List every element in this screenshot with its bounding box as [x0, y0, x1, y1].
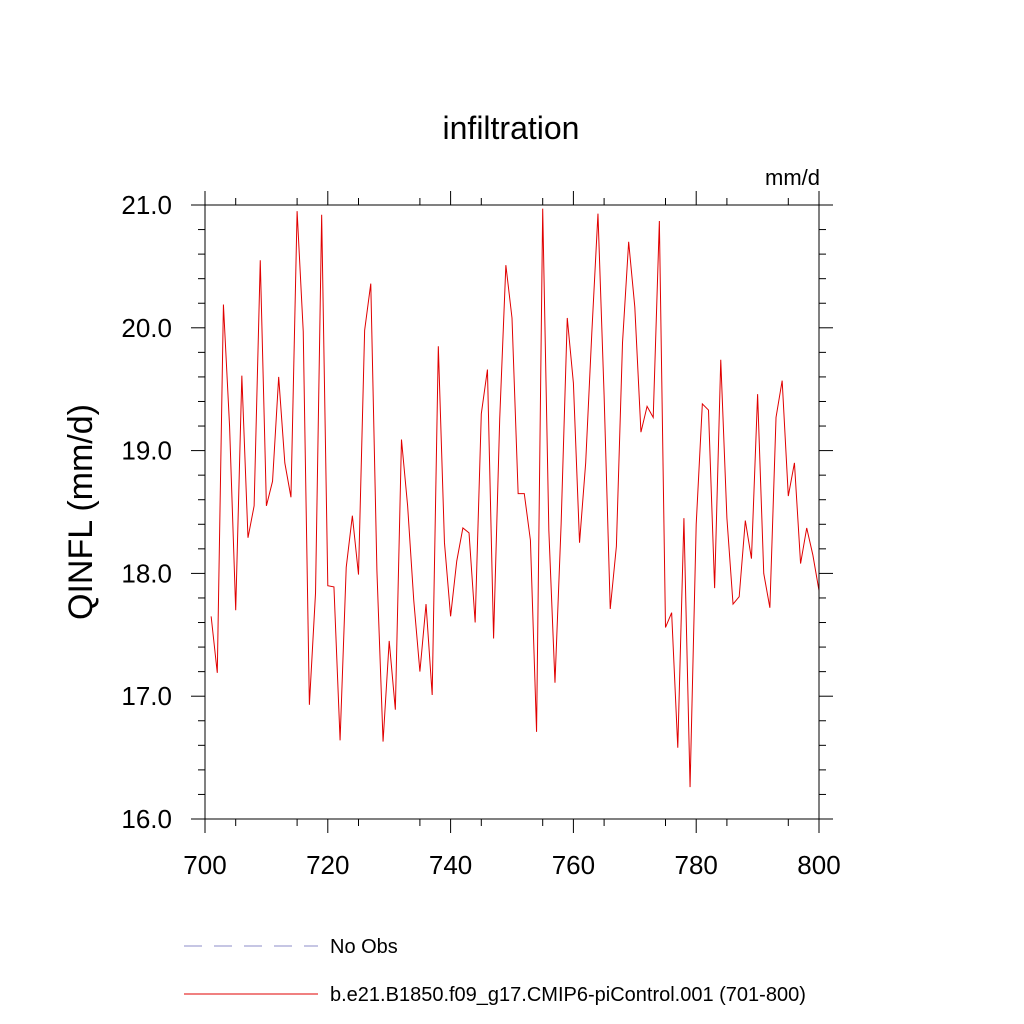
y-axis-label: QINFL (mm/d) — [62, 404, 100, 620]
legend-entry-label: No Obs — [330, 936, 398, 958]
x-tick-label: 740 — [429, 850, 472, 880]
y-tick-label: 18.0 — [121, 558, 172, 588]
x-tick-label: 800 — [797, 850, 840, 880]
plot-frame — [204, 204, 820, 820]
y-tick-label: 21.0 — [121, 190, 172, 220]
y-tick-label: 20.0 — [121, 313, 172, 343]
y-tick-label: 16.0 — [121, 804, 172, 834]
x-tick-label: 700 — [183, 850, 226, 880]
series-layer — [210, 208, 820, 788]
legend-entry-label: b.e21.B1850.f09_g17.CMIP6-piControl.001 … — [330, 984, 806, 1006]
x-tick-label: 760 — [552, 850, 595, 880]
y-axis-ticks: 16.0 17.0 18.0 19.0 20.0 21.0 — [121, 190, 833, 834]
chart-title: infiltration — [443, 110, 580, 146]
legend: No Obs b.e21.B1850.f09_g17.CMIP6-piContro… — [184, 936, 806, 1006]
x-tick-label: 780 — [675, 850, 718, 880]
y-tick-label: 19.0 — [121, 436, 172, 466]
units-label: mm/d — [765, 165, 820, 190]
y-tick-label: 17.0 — [121, 681, 172, 711]
x-tick-label: 720 — [306, 850, 349, 880]
x-axis-ticks: 700 720 740 760 780 800 — [183, 191, 841, 880]
series-line-1 — [210, 208, 820, 788]
